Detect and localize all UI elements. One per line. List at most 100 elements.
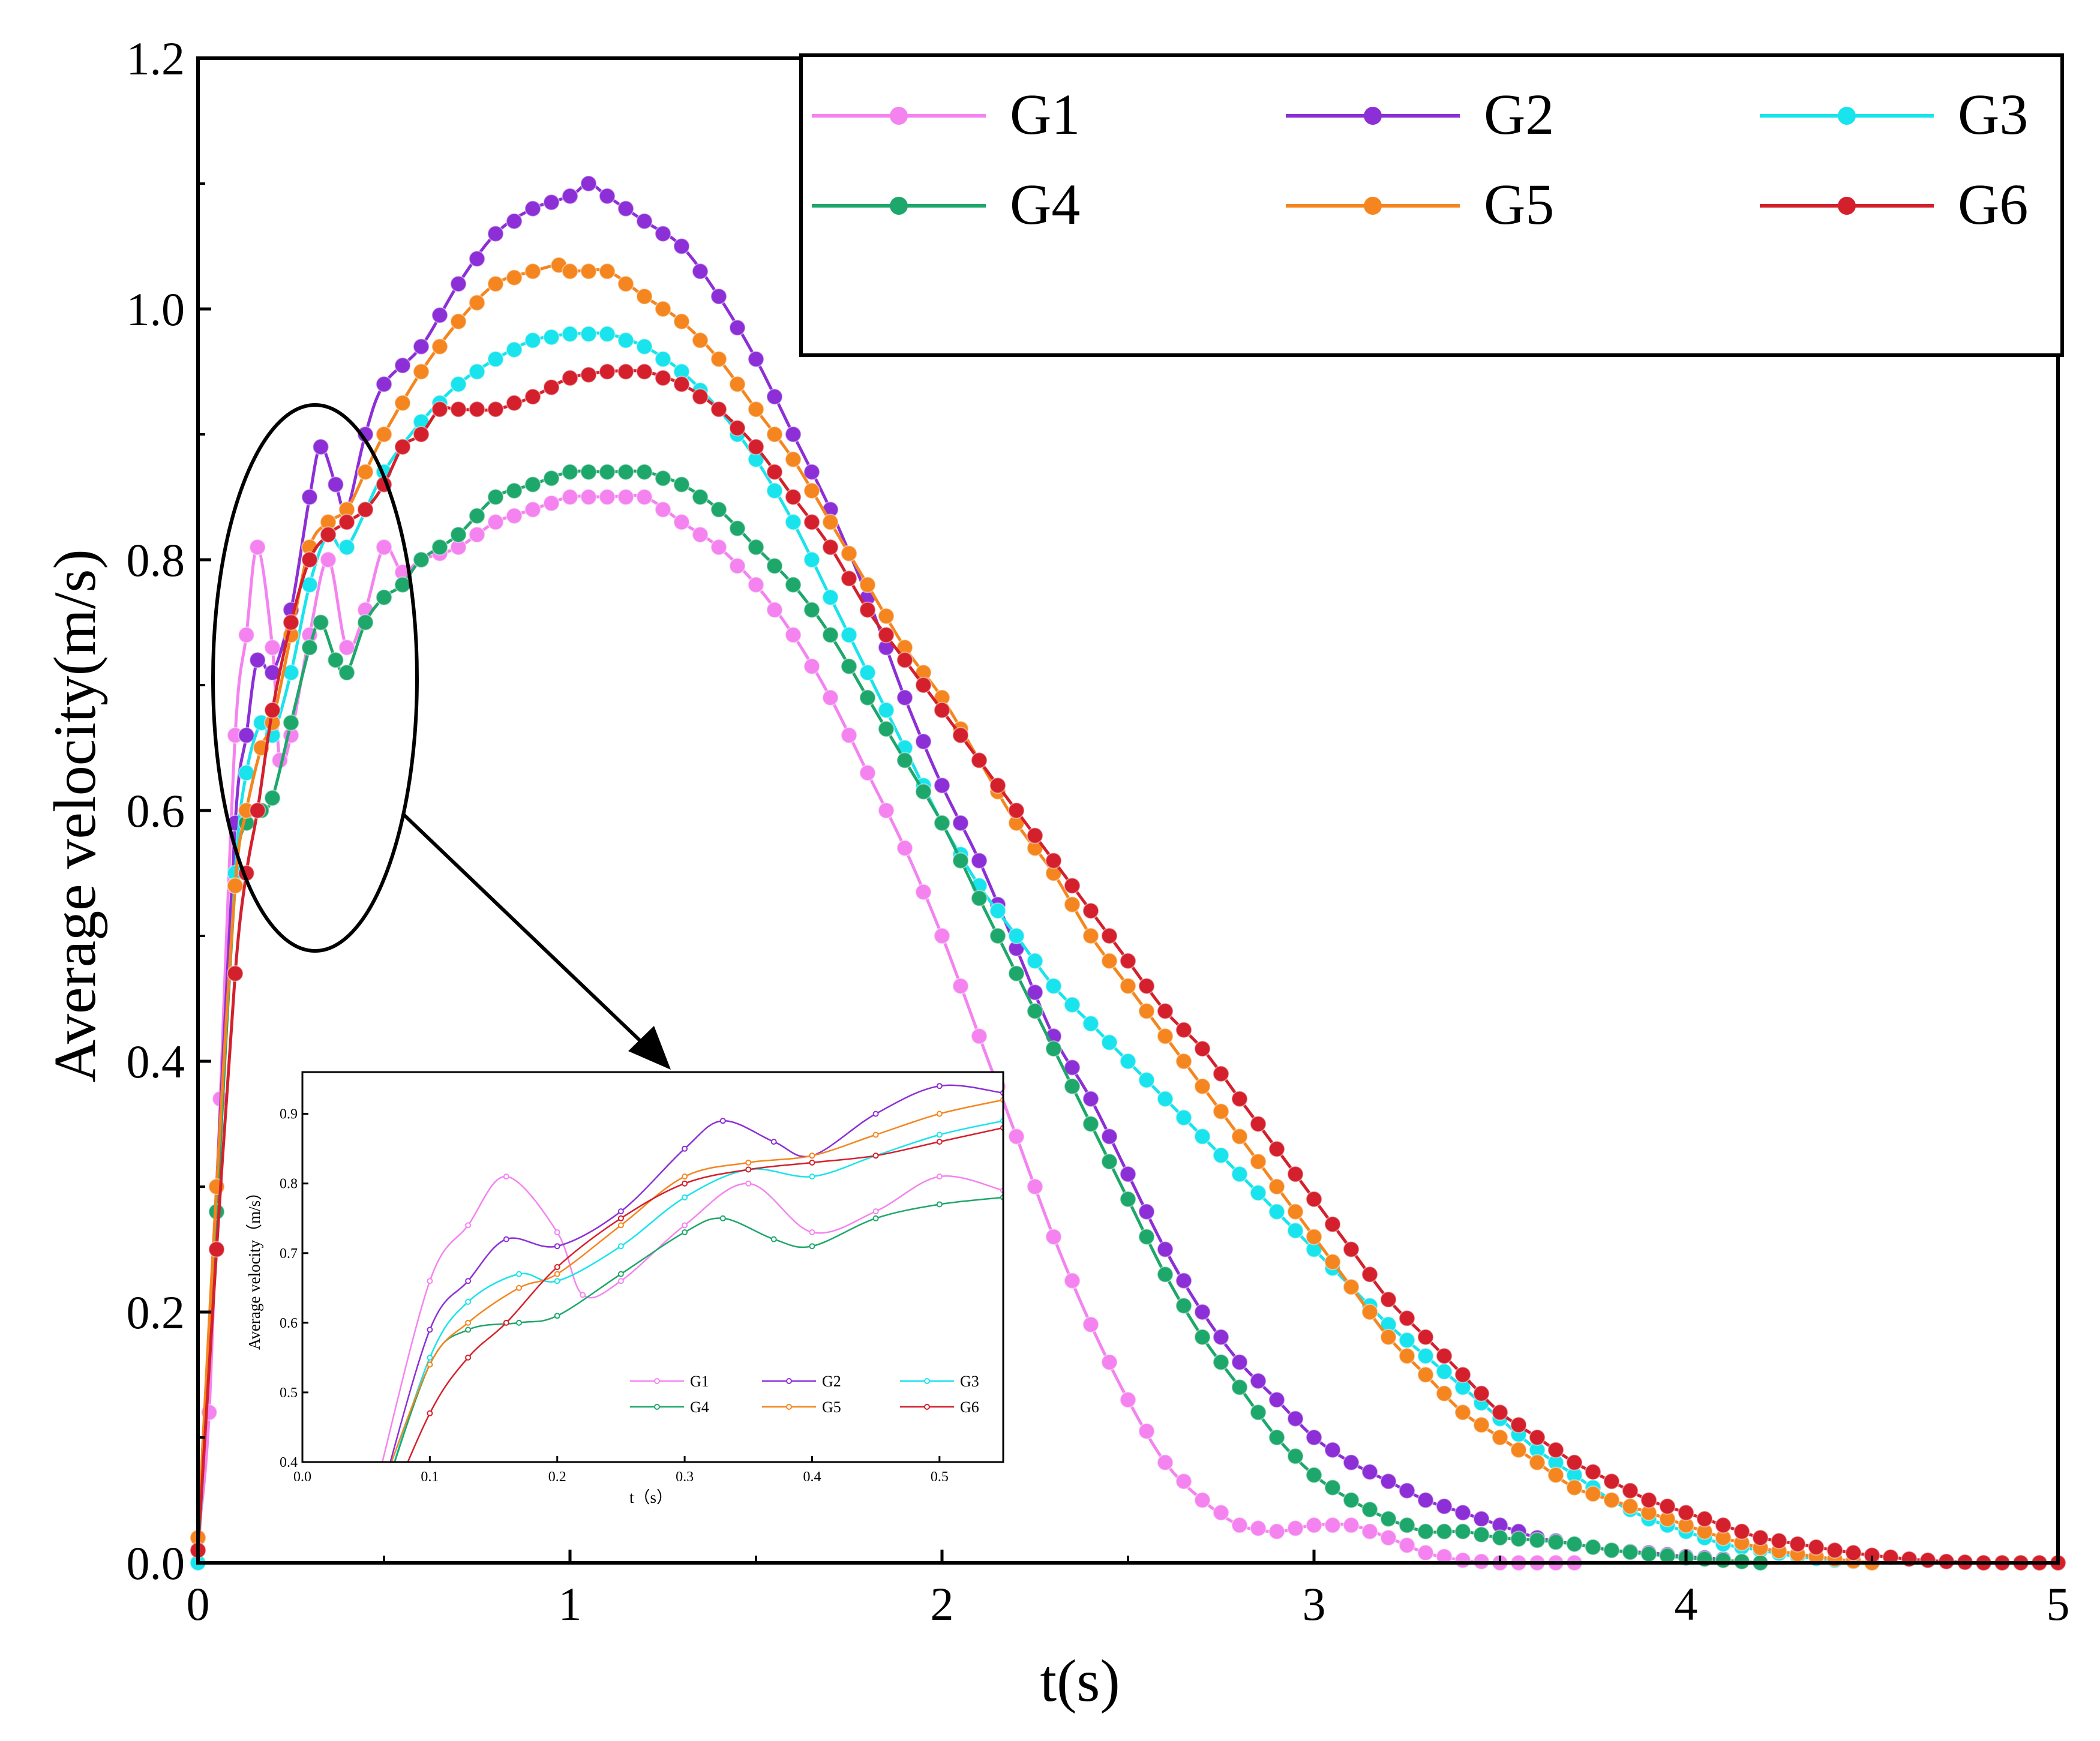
data-point-g5 (487, 275, 504, 293)
data-point-g4 (1064, 1077, 1081, 1095)
data-point-g2 (1454, 1504, 1471, 1521)
data-point-g1 (1417, 1544, 1434, 1562)
data-point-g2 (952, 814, 969, 832)
data-point-g2 (580, 175, 597, 192)
inset-legend-label: G4 (690, 1398, 709, 1416)
inset-data-point-g3 (465, 1299, 472, 1305)
legend-item-g6: G6 (1760, 172, 2028, 236)
data-point-g2 (1175, 1272, 1192, 1289)
data-point-g5 (506, 269, 523, 286)
data-point-g1 (249, 539, 266, 556)
data-point-g6 (1138, 977, 1155, 995)
inset-x-tick-label: 0.1 (421, 1469, 439, 1485)
data-point-g2 (617, 200, 634, 217)
data-point-g4 (1622, 1544, 1639, 1561)
inset-data-point-g6 (427, 1410, 433, 1416)
data-point-g6 (1194, 1040, 1211, 1058)
data-point-g6 (896, 652, 913, 669)
data-point-g6 (413, 426, 430, 443)
data-point-g2 (896, 689, 913, 706)
inset-y-tick-label: 0.8 (280, 1176, 298, 1192)
data-point-g3 (1268, 1203, 1285, 1220)
inset-data-point-g4 (936, 1201, 943, 1208)
inset-data-point-g4 (465, 1326, 472, 1333)
data-point-g1 (1287, 1520, 1304, 1537)
data-point-g4 (283, 714, 299, 731)
data-point-g1 (524, 501, 541, 518)
data-point-g6 (1175, 1021, 1192, 1038)
data-point-g5 (1585, 1485, 1601, 1503)
data-point-g4 (301, 639, 318, 656)
data-point-g6 (394, 438, 411, 455)
inset-legend-label: G5 (822, 1398, 841, 1416)
data-point-g1 (692, 526, 709, 544)
data-point-g5 (1454, 1404, 1471, 1421)
data-point-g6 (506, 394, 523, 412)
data-point-g6 (1101, 927, 1118, 944)
data-point-g6 (1343, 1241, 1360, 1258)
inset-data-point-g2 (936, 1083, 943, 1089)
legend-item-g1: G1 (812, 82, 1080, 146)
data-point-g6 (1473, 1385, 1490, 1402)
inset-data-point-g1 (503, 1173, 509, 1180)
inset-data-point-g5 (809, 1152, 815, 1159)
x-tick-label: 4 (1675, 1578, 1698, 1630)
data-point-g6 (1826, 1542, 1843, 1559)
data-point-g2 (301, 488, 318, 506)
data-point-g4 (1473, 1526, 1490, 1543)
data-point-g1 (971, 1028, 988, 1045)
data-point-g2 (1361, 1463, 1378, 1481)
data-point-g3 (1157, 1090, 1174, 1107)
inset-data-point-g2 (465, 1278, 472, 1284)
data-point-g3 (1027, 952, 1043, 969)
inset-data-point-g6 (465, 1354, 472, 1361)
inset-data-point-g1 (936, 1173, 943, 1180)
data-point-g5 (431, 338, 448, 355)
data-point-g1 (1194, 1491, 1211, 1509)
data-point-g4 (692, 488, 709, 506)
legend-label: G3 (1958, 82, 2028, 146)
data-point-g1 (1175, 1473, 1192, 1490)
inset-data-point-g3 (427, 1354, 433, 1361)
legend-marker (1838, 197, 1856, 215)
inset-data-point-g3 (682, 1194, 688, 1200)
inset-data-point-g2 (554, 1243, 560, 1250)
data-point-g2 (1306, 1429, 1322, 1446)
data-point-g1 (1231, 1517, 1248, 1534)
inset-y-tick-label: 0.4 (280, 1455, 298, 1470)
data-point-g1 (1138, 1422, 1155, 1440)
data-point-g1 (841, 727, 857, 744)
data-point-g2 (543, 194, 560, 211)
data-point-g6 (822, 539, 839, 556)
data-point-g1 (1045, 1228, 1062, 1245)
data-point-g1 (338, 639, 355, 656)
data-point-g5 (1436, 1385, 1453, 1402)
data-point-g6 (1492, 1404, 1508, 1421)
data-point-g3 (562, 325, 578, 343)
data-point-g4 (822, 626, 839, 644)
data-point-g6 (1771, 1532, 1787, 1550)
legend-marker (890, 197, 908, 215)
data-point-g4 (859, 689, 876, 706)
data-point-g1 (1082, 1316, 1099, 1333)
series-g1 (190, 488, 1583, 1571)
data-point-g3 (524, 332, 541, 349)
x-tick-label: 5 (2047, 1578, 2070, 1630)
data-point-g6 (803, 514, 820, 531)
inset-legend-label: G1 (690, 1373, 709, 1390)
data-point-g6 (1417, 1328, 1434, 1346)
data-point-g4 (1510, 1530, 1527, 1548)
data-point-g5 (748, 401, 764, 418)
data-point-g1 (1008, 1128, 1025, 1145)
data-point-g4 (729, 520, 746, 537)
data-point-g4 (1101, 1153, 1118, 1170)
inset-legend-marker (786, 1378, 792, 1384)
data-point-g2 (1213, 1328, 1229, 1346)
data-point-g5 (859, 576, 876, 593)
data-point-g4 (1306, 1466, 1322, 1484)
data-point-g1 (748, 576, 764, 593)
data-point-g2 (766, 388, 783, 406)
data-point-g1 (673, 514, 690, 531)
inset-data-point-g2 (872, 1110, 879, 1117)
y-axis-title: Average velocity(m/s) (41, 549, 108, 1082)
